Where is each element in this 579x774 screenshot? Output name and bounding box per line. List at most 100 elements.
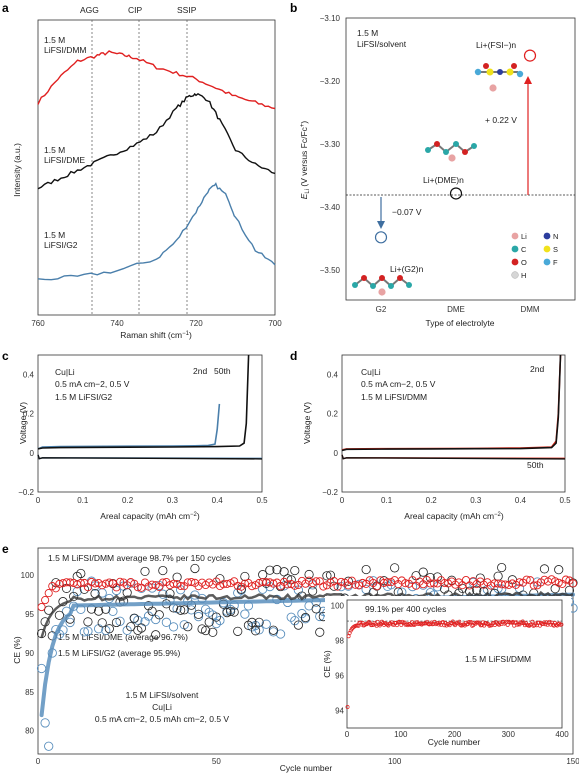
c-xlabel: Areal capacity (mAh cm−2) (100, 511, 200, 521)
ce-point-dmm (41, 596, 50, 605)
b-element-legend: Li N C S O F H (511, 232, 558, 280)
pc-charge-50th (37, 354, 250, 450)
ce-point-dme (190, 563, 200, 574)
ce-point-dme (147, 606, 157, 616)
ce-point-dme (183, 622, 193, 632)
a-xtick-740: 740 (110, 319, 124, 328)
e-inset-ylabel: CE (%) (322, 650, 332, 678)
e-ytick-4: 80 (25, 727, 34, 736)
ce-point-dme (226, 606, 236, 616)
series-a3-line1: 1.5 M (44, 230, 65, 240)
inset-point (346, 634, 351, 639)
e-inset-series: 1.5 M LiFSI/DMM (465, 654, 531, 664)
ce-point-g2 (200, 604, 211, 614)
ce-point-g2 (151, 614, 161, 625)
b-molecule-dmm (474, 63, 524, 92)
ce-point-dmm (461, 575, 471, 585)
legend-f-swatch (543, 258, 551, 266)
pc-ytick-0: 0.4 (23, 371, 35, 380)
b-title-line2: LiFSI/solvent (357, 39, 407, 49)
panel-a-frame (37, 19, 276, 316)
ce-point-dmm (115, 577, 125, 586)
ce-point-dme (204, 617, 214, 627)
raman-series-1 (37, 50, 276, 110)
panel-d-letter: d (290, 349, 297, 363)
pd-ytick-0: 0.4 (327, 371, 339, 380)
inset-point (559, 622, 564, 627)
panel-d-plot: Cu|Li 0.5 mA cm−2, 0.5 V 1.5 M LiFSI/DMM… (302, 354, 571, 521)
inset-point (410, 620, 414, 625)
pc-charge-2nd (37, 403, 221, 450)
ce-point-dmm (372, 582, 381, 591)
legend-li-swatch (511, 232, 519, 240)
ce-point-dmm (522, 575, 531, 584)
series-a3-line2: LiFSI/G2 (44, 240, 78, 250)
b-down-arrowhead (377, 221, 385, 229)
b-xlabel: Type of electrolyte (426, 318, 495, 328)
ce-point-dmm (176, 581, 185, 590)
inset-point (497, 622, 502, 627)
ce-point-g2 (286, 612, 296, 622)
ce-point-g2 (261, 619, 271, 629)
ce-point-dme (554, 565, 564, 575)
ce-point-dme (79, 584, 89, 594)
inset-xtick-0: 0 (345, 730, 350, 739)
legend-o-swatch (511, 258, 519, 266)
ce-point-dme (493, 571, 503, 581)
ce-point-dme (44, 605, 54, 615)
ce-point-dme (497, 562, 507, 573)
guide-label-agg: AGG (80, 5, 99, 15)
inset-ytick-0: 100 (331, 601, 345, 610)
pd-ytick-2: 0 (334, 449, 339, 458)
ce-point-dmm (133, 583, 142, 592)
e-xtick-1: 50 (212, 757, 221, 766)
ce-point-dme (379, 576, 389, 586)
ce-point-dme (97, 618, 107, 628)
a-xtick-720: 720 (189, 319, 203, 328)
ce-point-dme (208, 627, 218, 637)
ce-point-dme (268, 625, 278, 635)
ce-point-dmm (240, 579, 249, 588)
ce-point-dme (158, 565, 168, 576)
inset-ytick-3: 94 (335, 706, 344, 715)
potential-marker-dme (449, 187, 463, 200)
guide-label-ssip: SSIP (177, 5, 197, 15)
ce-point-g2 (186, 605, 197, 615)
ce-point-g2 (115, 616, 125, 626)
pd-ytick-1: 0.2 (327, 410, 339, 419)
pc-xtick-5: 0.5 (256, 496, 268, 505)
ce-point-dme (154, 610, 164, 620)
pc-ytick-3: −0.2 (18, 488, 34, 497)
ce-point-dme (36, 628, 47, 639)
panel-e-letter: e (2, 542, 9, 556)
ce-point-dme (322, 571, 332, 581)
legend-n-swatch (543, 232, 551, 240)
ce-point-dme (179, 605, 189, 615)
ce-point-dme (254, 617, 264, 627)
panel-d-frame (341, 354, 566, 493)
e-inset-frame (346, 599, 563, 729)
inset-point (376, 622, 381, 627)
ce-point-dme (250, 626, 261, 636)
b-ytick-2: −3.20 (320, 77, 341, 86)
pc-xtick-1: 0.1 (77, 496, 89, 505)
series-a1-line2: LiFSI/DMM (44, 45, 87, 55)
panel-b-plot: 1.5 M LiFSI/solvent −3.10 −3.20 −3.30 −3… (299, 14, 576, 328)
inset-point (442, 623, 447, 628)
ce-point-g2 (254, 625, 264, 635)
inset-point (502, 621, 507, 626)
panel-a-letter: a (2, 1, 9, 15)
ce-point-dmm (105, 578, 114, 587)
ce-point-g2 (168, 622, 179, 632)
ce-point-g2 (211, 618, 221, 629)
ce-point-dme (265, 565, 275, 575)
ce-point-g2 (158, 589, 168, 599)
b-ytick-3: −3.30 (320, 140, 341, 149)
ce-point-dmm (269, 579, 278, 588)
c-line2: 0.5 mA cm−2, 0.5 V (55, 379, 130, 389)
ce-point-dmm (44, 589, 53, 598)
inset-point (543, 622, 548, 627)
pc-xtick-3: 0.3 (167, 496, 179, 505)
inset-point (419, 622, 424, 627)
d-line2: 0.5 mA cm−2, 0.5 V (361, 379, 436, 389)
